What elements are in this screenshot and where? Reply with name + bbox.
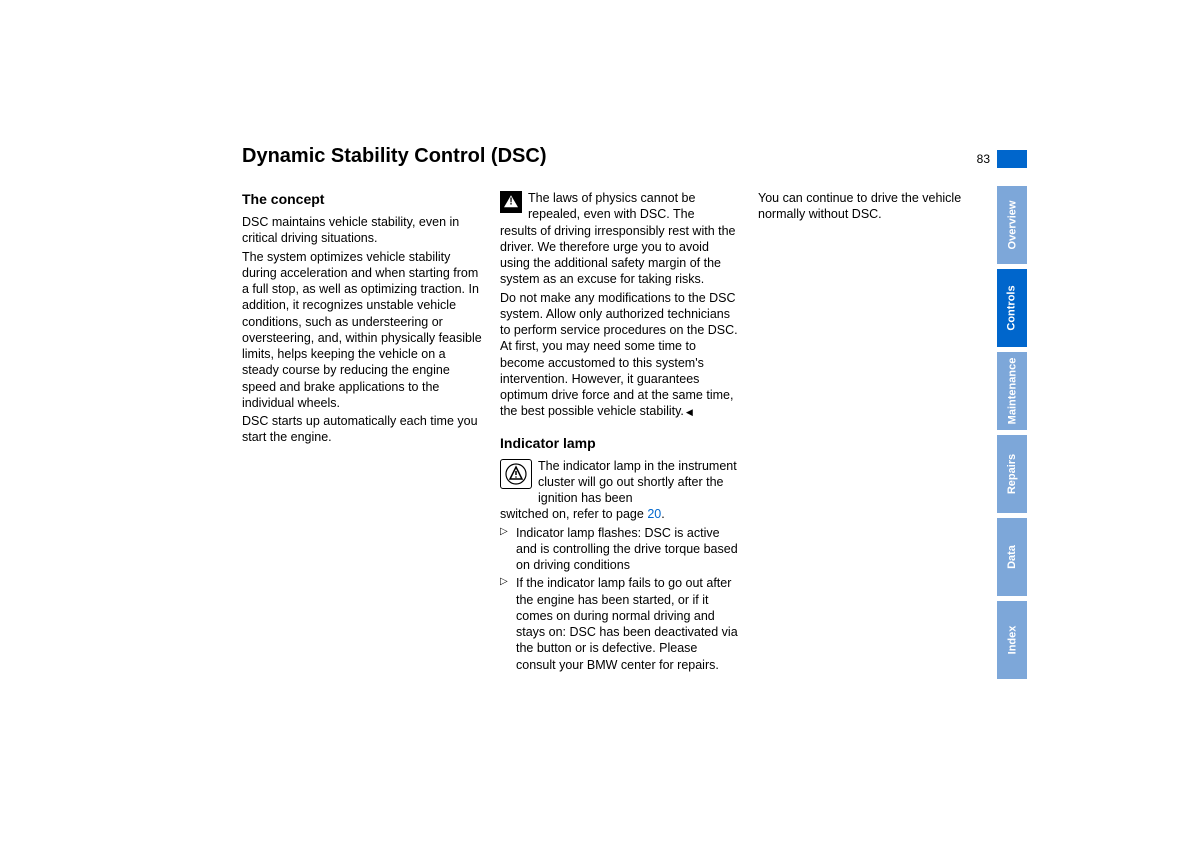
page-content: Dynamic Stability Control (DSC) The conc… bbox=[242, 145, 1027, 673]
warning-block: The laws of physics cannot be repealed, … bbox=[500, 190, 740, 223]
page-number-bar bbox=[997, 150, 1027, 168]
column-3: You can continue to drive the vehicle no… bbox=[758, 190, 998, 673]
dsc-triangle-icon bbox=[504, 462, 528, 486]
concept-p1: DSC maintains vehicle stability, even in… bbox=[242, 214, 482, 247]
side-tabs: Overview Controls Maintenance Repairs Da… bbox=[997, 186, 1027, 684]
tab-label-controls: Controls bbox=[1006, 285, 1018, 330]
tab-label-maintenance: Maintenance bbox=[1006, 358, 1018, 425]
warning-icon bbox=[500, 191, 522, 213]
bullet-1: Indicator lamp flashes: DSC is active an… bbox=[500, 525, 740, 574]
indicator-lead: The indicator lamp in the instrument clu… bbox=[538, 458, 740, 507]
text-columns: The concept DSC maintains vehicle stabil… bbox=[242, 190, 1027, 673]
concept-heading: The concept bbox=[242, 190, 482, 208]
warning-lead: The laws of physics cannot be repealed, … bbox=[528, 190, 740, 223]
tab-index[interactable]: Index bbox=[997, 601, 1027, 679]
tab-maintenance[interactable]: Maintenance bbox=[997, 352, 1027, 430]
tab-label-data: Data bbox=[1006, 545, 1018, 569]
tab-label-repairs: Repairs bbox=[1006, 454, 1018, 494]
col3-p1: You can continue to drive the vehicle no… bbox=[758, 190, 998, 223]
page-title: Dynamic Stability Control (DSC) bbox=[242, 145, 1027, 168]
tab-controls[interactable]: Controls bbox=[997, 269, 1027, 347]
column-2: The laws of physics cannot be repealed, … bbox=[500, 190, 740, 673]
indicator-heading: Indicator lamp bbox=[500, 434, 740, 452]
warning-rest: results of driving irresponsibly rest wi… bbox=[500, 223, 740, 288]
tab-label-index: Index bbox=[1006, 626, 1018, 655]
tab-repairs[interactable]: Repairs bbox=[997, 435, 1027, 513]
tab-overview[interactable]: Overview bbox=[997, 186, 1027, 264]
column-1: The concept DSC maintains vehicle stabil… bbox=[242, 190, 482, 673]
page-link-20[interactable]: 20 bbox=[647, 507, 661, 521]
warning-p2: Do not make any modifications to the DSC… bbox=[500, 290, 740, 420]
concept-p2: The system optimizes vehicle stability d… bbox=[242, 249, 482, 412]
indicator-rest-a: switched on, refer to page bbox=[500, 507, 647, 521]
dsc-indicator-icon bbox=[500, 459, 532, 489]
bullet-2: If the indicator lamp fails to go out af… bbox=[500, 575, 740, 673]
indicator-block: The indicator lamp in the instrument clu… bbox=[500, 458, 740, 507]
indicator-rest: switched on, refer to page 20. bbox=[500, 506, 740, 522]
tab-label-overview: Overview bbox=[1006, 201, 1018, 250]
concept-p3: DSC starts up automatically each time yo… bbox=[242, 413, 482, 446]
indicator-rest-b: . bbox=[661, 507, 664, 521]
tab-data[interactable]: Data bbox=[997, 518, 1027, 596]
page-number: 83 bbox=[977, 152, 990, 166]
